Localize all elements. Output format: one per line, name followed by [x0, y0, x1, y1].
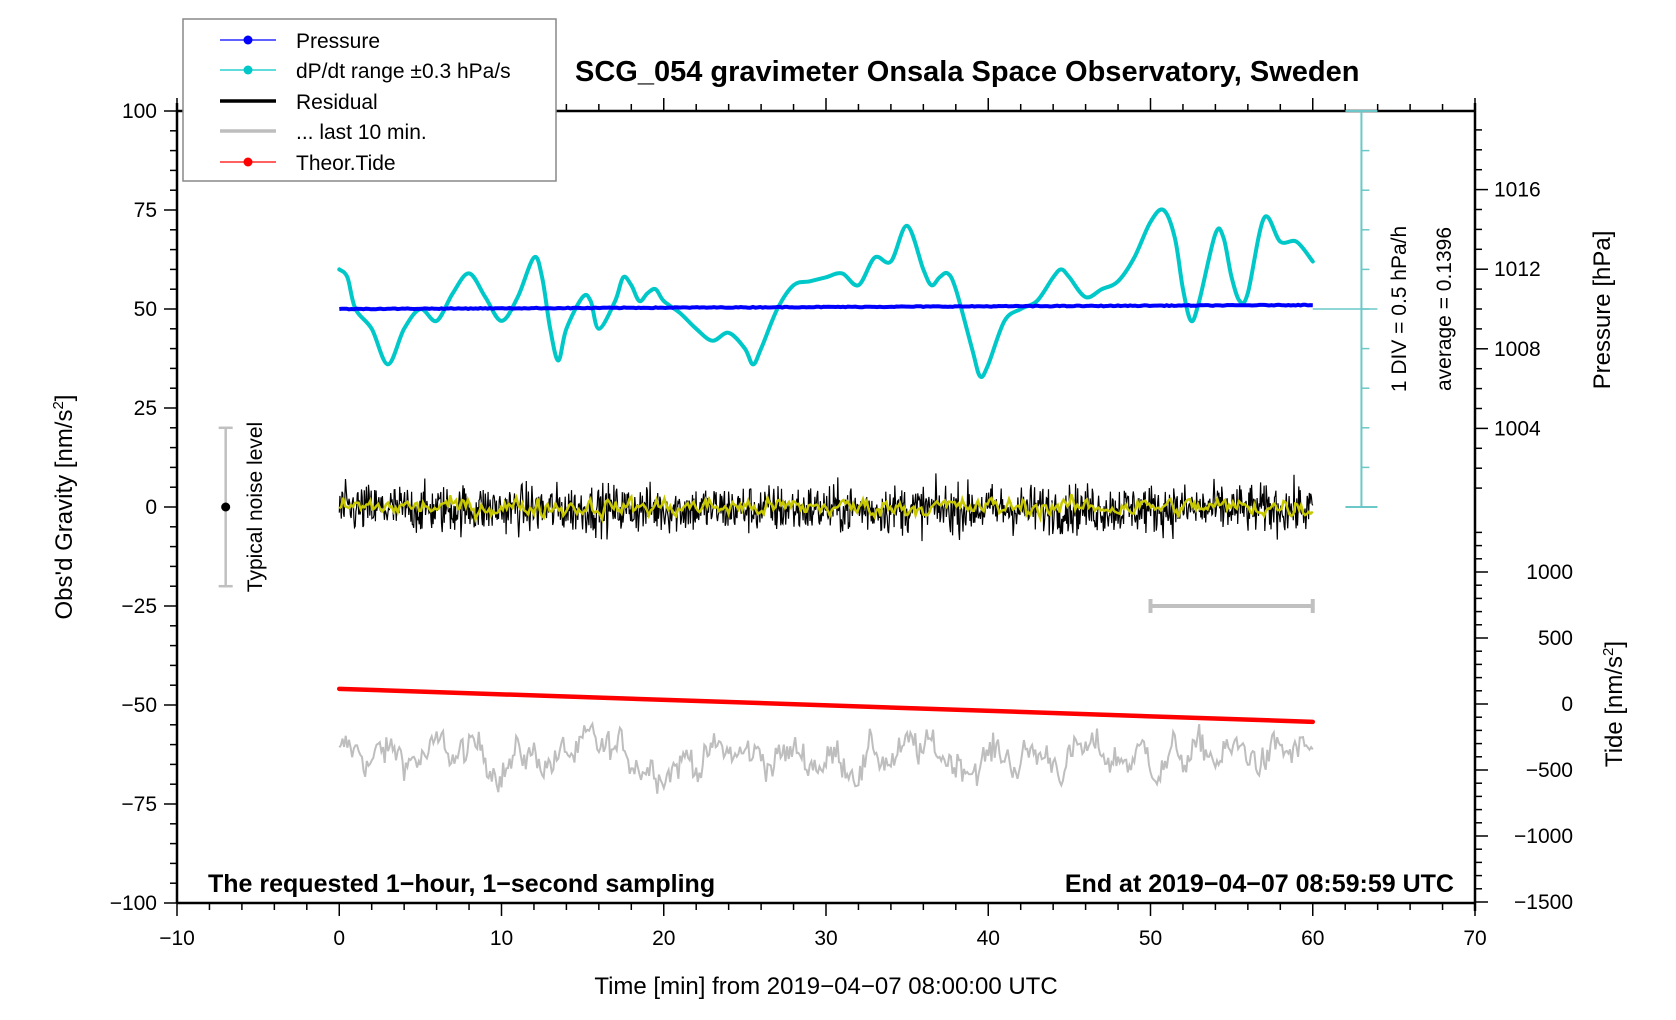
end-time-note: End at 2019−04−07 08:59:59 UTC	[1065, 870, 1454, 898]
legend: Pressure dP/dt range ±0.3 hPa/s Residual…	[182, 18, 557, 182]
x-tick-label: −10	[159, 927, 195, 950]
legend-marker-1	[243, 65, 253, 75]
y-tick-label: 100	[122, 100, 157, 123]
y-tick-label: 50	[134, 298, 157, 321]
pressure-tick-label: 1008	[1494, 338, 1541, 361]
data-layer	[218, 110, 1378, 794]
tide-tick-label: 0	[1561, 693, 1573, 716]
legend-items	[220, 35, 276, 167]
y-axis-title-tide: Tide [nm/s2]	[1600, 641, 1628, 767]
y-axis-title-gravity: Obs'd Gravity [nm/s2]	[50, 395, 78, 620]
x-tick-label: 70	[1463, 927, 1486, 950]
residual-smoothed-line	[338, 493, 1314, 524]
legend-label-pressure: Pressure	[296, 30, 380, 53]
x-tick-label: 30	[814, 927, 837, 950]
legend-label-dpdt: dP/dt range ±0.3 hPa/s	[296, 60, 511, 83]
legend-label-residual: Residual	[296, 91, 378, 114]
y-tick-label: 25	[134, 397, 157, 420]
y-axis-title-gravity-end: ]	[51, 395, 78, 402]
y-tick-label: −25	[121, 595, 157, 618]
legend-label-tide: Theor.Tide	[296, 152, 396, 175]
residual-series-line	[338, 473, 1314, 542]
y-axis-title-tide-end: ]	[1601, 641, 1628, 648]
y-tick-label: −75	[121, 793, 157, 816]
tide-tick-label: −1000	[1514, 825, 1573, 848]
last10-series-line	[338, 721, 1314, 794]
legend-marker-0	[243, 35, 253, 45]
tide-tick-label: 1000	[1526, 561, 1573, 584]
x-tick-label: 50	[1139, 927, 1162, 950]
x-tick-label: 0	[333, 927, 345, 950]
x-tick-label: 10	[490, 927, 513, 950]
pressure-tick-label: 1016	[1494, 179, 1541, 202]
div-scale-label: 1 DIV = 0.5 hPa/h	[1388, 226, 1411, 392]
y-tick-label: −50	[121, 694, 157, 717]
legend-label-last10: ... last 10 min.	[296, 121, 427, 144]
dpdt-series-line	[337, 207, 1315, 379]
y-axis-title-gravity-sup: 2	[50, 401, 67, 409]
noise-level-center-dot	[221, 502, 231, 512]
tide-tick-label: 500	[1538, 627, 1573, 650]
chart-title: SCG_054 gravimeter Onsala Space Observat…	[575, 56, 1359, 88]
y-tick-label: −100	[110, 892, 157, 915]
tide-tick-label: −500	[1526, 759, 1573, 782]
y-axis-title-gravity-main: Obs'd Gravity [nm/s	[51, 410, 78, 620]
sampling-note: The requested 1−hour, 1−second sampling	[208, 870, 715, 898]
tide-tick-label: −1500	[1514, 891, 1573, 914]
y-axis-title-tide-main: Tide [nm/s	[1601, 656, 1628, 767]
y-tick-label: 75	[134, 199, 157, 222]
legend-marker-4	[243, 157, 253, 167]
tide-series-line	[337, 686, 1315, 725]
x-axis-title: Time [min] from 2019−04−07 08:00:00 UTC	[594, 973, 1057, 1000]
pressure-tick-label: 1004	[1494, 417, 1541, 440]
x-tick-label: 40	[977, 927, 1000, 950]
average-label: average = 0.1396	[1433, 227, 1456, 391]
pressure-series-line	[339, 302, 1313, 312]
x-tick-label: 60	[1301, 927, 1324, 950]
noise-level-label: Typical noise level	[244, 422, 267, 592]
y-axis-title-tide-sup: 2	[1600, 648, 1617, 656]
y-tick-label: 0	[145, 496, 157, 519]
x-tick-label: 20	[652, 927, 675, 950]
y-axis-title-pressure: Pressure [hPa]	[1589, 231, 1616, 390]
pressure-tick-label: 1012	[1494, 258, 1541, 281]
